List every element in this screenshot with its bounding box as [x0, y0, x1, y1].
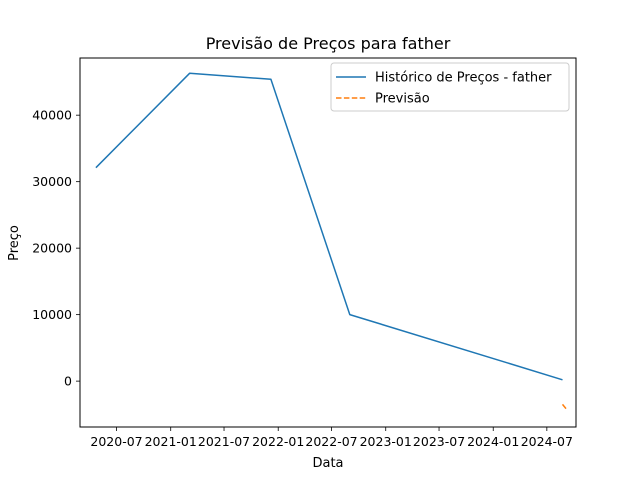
- x-tick-label: 2022-07: [305, 434, 357, 449]
- y-tick-label: 30000: [32, 174, 72, 189]
- x-tick-label: 2024-01: [467, 434, 519, 449]
- legend-label-0: Histórico de Preços - father: [375, 71, 552, 86]
- legend-box: [330, 62, 570, 112]
- x-tick-label: 2022-01: [252, 434, 304, 449]
- y-axis: 0 10000 20000 30000 40000: [32, 108, 80, 389]
- x-axis: 2020-07 2021-01 2021-07 2022-01 2022-07 2023-…: [90, 427, 573, 449]
- y-axis-label: Preço: [7, 225, 22, 261]
- legend: Histórico de Preços - father Previsão: [330, 62, 570, 112]
- x-tick-label: 2021-01: [145, 434, 197, 449]
- x-tick-label: 2023-01: [360, 434, 412, 449]
- x-tick-label: 2023-07: [413, 434, 465, 449]
- series-line-0: [95, 72, 563, 381]
- y-tick-label: 40000: [32, 108, 72, 123]
- series-line-1: [561, 403, 568, 411]
- y-tick-label: 20000: [32, 241, 72, 256]
- chart-title: Previsão de Preços para father: [206, 34, 451, 53]
- y-tick-label: 10000: [32, 307, 72, 322]
- plot-area: [95, 72, 568, 411]
- legend-label-1: Previsão: [375, 92, 430, 107]
- y-tick-label: 0: [64, 374, 72, 389]
- x-tick-label: 2024-07: [521, 434, 573, 449]
- x-tick-label: 2021-07: [198, 434, 250, 449]
- x-tick-label: 2020-07: [90, 434, 142, 449]
- x-axis-label: Data: [312, 456, 343, 471]
- axes-frame: [79, 57, 577, 428]
